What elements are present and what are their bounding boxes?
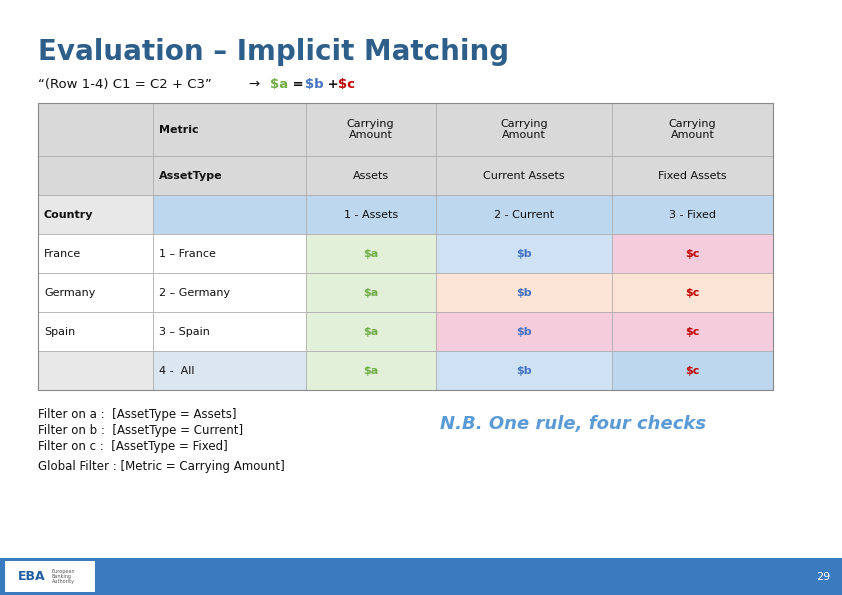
Bar [152, 156, 306, 195]
Bar [38, 351, 152, 390]
Text: Evaluation – Implicit Matching: Evaluation – Implicit Matching [38, 38, 509, 66]
Text: +: + [323, 78, 344, 91]
Bar [435, 351, 612, 390]
Text: Filter on a :  [AssetType = Assets]: Filter on a : [AssetType = Assets] [38, 408, 237, 421]
Text: $c: $c [685, 365, 700, 375]
Text: Spain: Spain [44, 327, 75, 337]
Text: →: → [248, 78, 259, 91]
Text: Authority: Authority [52, 579, 75, 584]
Bar [152, 195, 306, 234]
Text: $c: $c [338, 78, 355, 91]
Text: Assets: Assets [353, 171, 389, 181]
Bar [435, 195, 612, 234]
Text: Banking: Banking [52, 574, 72, 579]
Bar [612, 312, 773, 351]
Text: $a: $a [363, 365, 378, 375]
Text: 4 -  All: 4 - All [158, 365, 194, 375]
Bar [435, 234, 612, 273]
Text: $c: $c [685, 249, 700, 259]
Bar [306, 103, 435, 156]
Bar [612, 273, 773, 312]
Bar [435, 273, 612, 312]
Text: $c: $c [685, 287, 700, 298]
Text: $c: $c [685, 327, 700, 337]
Text: Current Assets: Current Assets [483, 171, 565, 181]
Text: $b: $b [516, 365, 531, 375]
Bar [612, 351, 773, 390]
Text: Carrying
Amount: Carrying Amount [500, 119, 547, 140]
Bar [38, 312, 152, 351]
Text: Carrying
Amount: Carrying Amount [347, 119, 395, 140]
Text: $a: $a [363, 287, 378, 298]
Text: Carrying
Amount: Carrying Amount [669, 119, 717, 140]
Bar [152, 103, 306, 156]
Bar [38, 103, 773, 390]
Text: $a: $a [363, 327, 378, 337]
Bar [5, 561, 95, 592]
Text: $b: $b [305, 78, 323, 91]
Text: $b: $b [516, 287, 531, 298]
Text: N.B. One rule, four checks: N.B. One rule, four checks [440, 415, 706, 433]
Text: Germany: Germany [44, 287, 95, 298]
Bar [435, 103, 612, 156]
Bar [152, 273, 306, 312]
Text: Country: Country [44, 209, 93, 220]
Bar [306, 195, 435, 234]
Text: $a: $a [363, 249, 378, 259]
Bar [612, 234, 773, 273]
Text: 1 - Assets: 1 - Assets [344, 209, 397, 220]
Text: Metric: Metric [158, 124, 198, 134]
Bar [152, 234, 306, 273]
Text: $b: $b [516, 249, 531, 259]
Text: 2 - Current: 2 - Current [493, 209, 554, 220]
Bar [38, 195, 152, 234]
Bar [0, 558, 842, 595]
Bar [38, 103, 152, 156]
Bar [152, 351, 306, 390]
Text: European: European [52, 569, 76, 574]
Bar [152, 312, 306, 351]
Bar [435, 312, 612, 351]
Bar [306, 312, 435, 351]
Text: $a: $a [270, 78, 288, 91]
Text: 1 – France: 1 – France [158, 249, 216, 259]
Bar [38, 156, 152, 195]
Text: “(Row 1-4) C1 = C2 + C3”: “(Row 1-4) C1 = C2 + C3” [38, 78, 212, 91]
Bar [612, 103, 773, 156]
Bar [306, 273, 435, 312]
Text: France: France [44, 249, 81, 259]
Text: =: = [288, 78, 308, 91]
Bar [38, 273, 152, 312]
Bar [38, 234, 152, 273]
Bar [612, 195, 773, 234]
Text: 3 - Fixed: 3 - Fixed [669, 209, 716, 220]
Bar [435, 156, 612, 195]
Text: Global Filter : [Metric = Carrying Amount]: Global Filter : [Metric = Carrying Amoun… [38, 460, 285, 473]
Bar [306, 156, 435, 195]
Text: Filter on b :  [AssetType = Current]: Filter on b : [AssetType = Current] [38, 424, 243, 437]
Text: 3 – Spain: 3 – Spain [158, 327, 210, 337]
Text: $b: $b [516, 327, 531, 337]
Text: 2 – Germany: 2 – Germany [158, 287, 230, 298]
Text: 29: 29 [816, 572, 830, 581]
Bar [612, 156, 773, 195]
Text: AssetType: AssetType [158, 171, 222, 181]
Bar [306, 234, 435, 273]
Bar [306, 351, 435, 390]
Text: Fixed Assets: Fixed Assets [658, 171, 727, 181]
Text: EBA: EBA [18, 570, 45, 583]
Text: Filter on c :  [AssetType = Fixed]: Filter on c : [AssetType = Fixed] [38, 440, 227, 453]
